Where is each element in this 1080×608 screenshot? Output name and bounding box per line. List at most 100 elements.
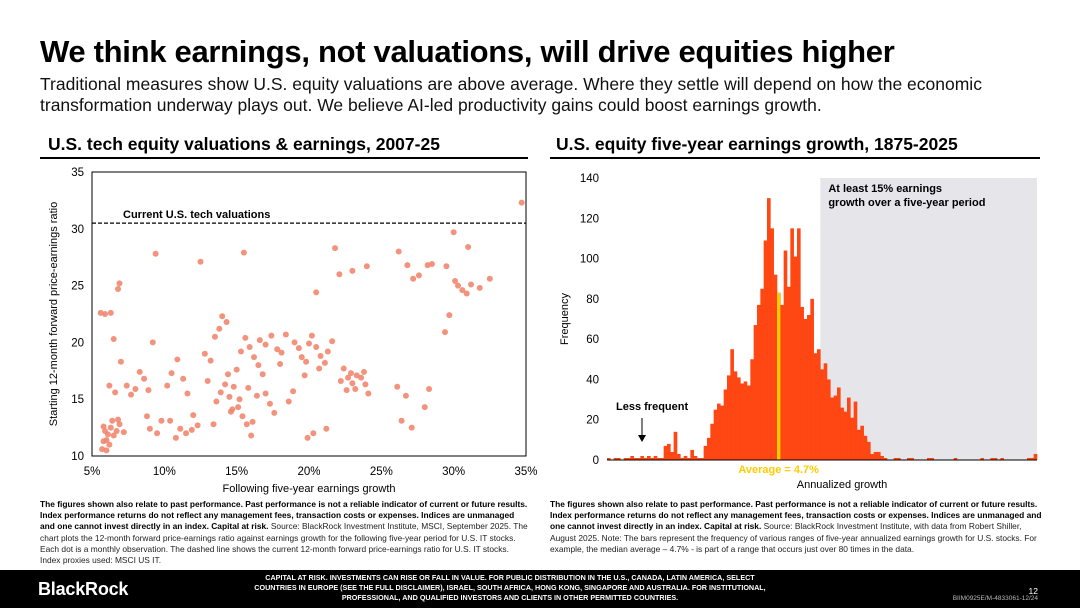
scatter-point	[426, 385, 433, 392]
y-tick-label: 10	[71, 451, 84, 463]
scatter-point	[340, 365, 347, 372]
scatter-point	[428, 261, 435, 268]
histogram-bar	[723, 389, 728, 460]
average-bar	[777, 292, 781, 460]
histogram-bar	[697, 457, 701, 460]
x-tick-label: 10%	[153, 466, 176, 478]
scatter-point	[223, 318, 230, 325]
scatter-point	[450, 229, 457, 236]
scatter-point	[120, 429, 127, 436]
histogram-bar	[687, 457, 691, 460]
y-axis-label: Starting 12-month forward price-earnings…	[48, 202, 60, 426]
y-tick-label: 30	[71, 224, 84, 236]
y-tick-label: 20	[586, 415, 599, 427]
scatter-point	[310, 430, 317, 437]
x-tick-label: 5%	[84, 466, 101, 478]
scatter-point	[149, 339, 156, 346]
scatter-point	[224, 371, 231, 378]
scatter-point	[362, 381, 369, 388]
histogram-bar	[853, 401, 858, 460]
scatter-point	[115, 286, 122, 293]
histogram-bar	[607, 457, 611, 460]
x-tick-label: 15%	[225, 466, 248, 478]
scatter-point	[123, 382, 130, 389]
scatter-point	[204, 378, 211, 385]
histogram-bar	[760, 288, 764, 460]
x-tick-label: 20%	[297, 466, 320, 478]
scatter-point	[213, 398, 220, 405]
histogram-bar	[767, 198, 771, 460]
histogram-bar	[647, 455, 651, 460]
scatter-point	[145, 387, 152, 394]
x-tick-label: 30%	[442, 466, 465, 478]
histogram-bar	[707, 437, 711, 460]
histogram-bar	[1027, 457, 1031, 460]
scatter-point	[210, 421, 217, 428]
reference-line-label: Current U.S. tech valuations	[123, 209, 270, 221]
scatter-point	[321, 359, 328, 366]
scatter-point	[394, 383, 401, 390]
scatter-point	[274, 346, 281, 353]
histogram-bar	[907, 457, 911, 460]
scatter-point	[291, 339, 298, 346]
histogram-bar	[677, 453, 681, 460]
scatter-point	[486, 275, 493, 282]
y-tick-label: 15	[71, 394, 84, 406]
scatter-point	[468, 281, 475, 288]
y-tick-label: 100	[580, 254, 599, 266]
scatter-point	[207, 357, 214, 364]
histogram-bar	[743, 381, 748, 460]
scatter-point	[164, 382, 171, 389]
histogram-bar	[773, 274, 778, 460]
blackrock-logo: BlackRock	[38, 579, 129, 599]
histogram-bar	[827, 379, 831, 460]
histogram-bar	[770, 228, 774, 460]
histogram-bar	[670, 451, 674, 460]
scatter-point	[421, 404, 428, 411]
scatter-point	[259, 371, 266, 378]
histogram-bar	[860, 425, 864, 460]
scatter-point	[128, 391, 135, 398]
scatter-point	[177, 425, 184, 432]
scatter-point	[290, 388, 297, 395]
scatter-point	[219, 313, 226, 320]
histogram-bar	[730, 349, 734, 460]
scatter-point	[441, 329, 448, 336]
scatter-point	[102, 311, 109, 317]
scatter-point	[109, 417, 116, 424]
scatter-point	[211, 333, 218, 340]
scatter-point	[103, 447, 110, 454]
scatter-point	[188, 426, 195, 433]
histogram-bar	[720, 405, 724, 460]
scatter-point	[100, 423, 107, 430]
y-tick-label: 40	[586, 374, 599, 386]
histogram-bar	[840, 407, 844, 460]
scatter-point	[277, 360, 284, 367]
x-tick-label: 25%	[370, 466, 393, 478]
histogram-bar	[633, 457, 638, 460]
scatter-point	[345, 374, 352, 381]
histogram-bar	[640, 455, 644, 460]
histogram-bar	[660, 457, 664, 460]
plot-frame	[91, 171, 527, 457]
footer-disclaimer: CAPITAL AT RISK. INVESTMENTS CAN RISE OR…	[254, 573, 766, 602]
histogram-bar	[713, 409, 718, 460]
histogram-bar	[747, 385, 751, 460]
less-frequent-label: Less frequent	[616, 401, 688, 413]
scatter-point	[243, 421, 250, 428]
histogram-bar	[717, 403, 721, 460]
y-tick-label: 35	[71, 167, 84, 179]
histogram-bar	[680, 457, 684, 460]
scatter-point	[301, 372, 308, 379]
scatter-point	[246, 343, 253, 350]
histogram-bar	[733, 371, 738, 460]
scatter-point	[253, 392, 260, 399]
scatter-point	[110, 335, 117, 342]
scatter-point	[268, 332, 275, 339]
histogram-bar	[663, 445, 668, 460]
histogram-bar	[823, 363, 828, 460]
scatter-point	[255, 362, 262, 369]
scatter-point	[216, 325, 223, 332]
scatter-point	[115, 416, 122, 423]
scatter-point	[113, 428, 120, 435]
